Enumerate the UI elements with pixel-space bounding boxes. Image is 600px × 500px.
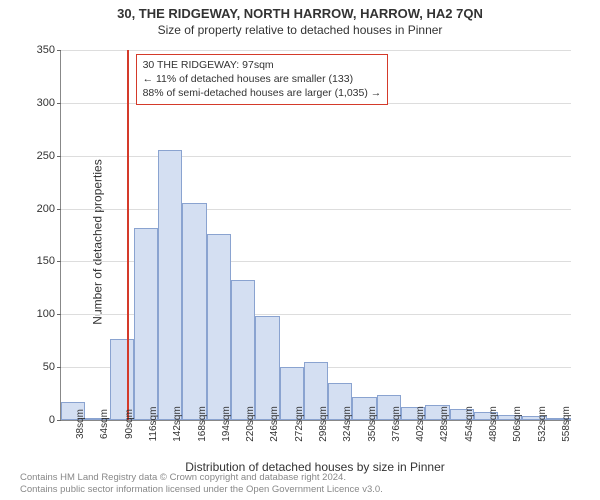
histogram-bar <box>110 339 134 420</box>
ytick-label: 200 <box>15 203 55 215</box>
xtick-label: 38sqm <box>75 409 86 439</box>
xtick-label: 116sqm <box>148 407 159 442</box>
gridline <box>61 209 571 210</box>
xtick-label: 480sqm <box>488 406 499 442</box>
ytick-label: 350 <box>15 44 55 56</box>
footer-line: Contains HM Land Registry data © Crown c… <box>20 472 383 484</box>
xtick-label: 142sqm <box>172 406 183 442</box>
ytick-label: 300 <box>15 97 55 109</box>
reference-line <box>127 50 129 420</box>
histogram-bar <box>231 280 255 420</box>
xtick-label: 376sqm <box>391 406 402 442</box>
chart-title-main: 30, THE RIDGEWAY, NORTH HARROW, HARROW, … <box>0 0 600 21</box>
ytick-label: 250 <box>15 150 55 162</box>
histogram-bar <box>255 316 279 420</box>
ytick-mark <box>57 261 61 262</box>
xtick-label: 220sqm <box>245 406 256 442</box>
xtick-label: 194sqm <box>221 406 232 442</box>
gridline <box>61 50 571 51</box>
histogram-bar <box>182 203 206 420</box>
footer-attribution: Contains HM Land Registry data © Crown c… <box>20 472 383 496</box>
histogram-bar <box>158 150 182 420</box>
ytick-mark <box>57 367 61 368</box>
ytick-mark <box>57 156 61 157</box>
footer-line: Contains public sector information licen… <box>20 484 383 496</box>
plot-region <box>60 50 571 421</box>
xtick-label: 246sqm <box>269 406 280 442</box>
xtick-label: 64sqm <box>99 409 110 439</box>
ytick-mark <box>57 314 61 315</box>
annotation-line: 30 THE RIDGEWAY: 97sqm <box>143 58 382 72</box>
ytick-mark <box>57 103 61 104</box>
ytick-label: 50 <box>15 361 55 373</box>
xtick-label: 454sqm <box>464 406 475 442</box>
xtick-label: 558sqm <box>561 406 572 442</box>
ytick-label: 0 <box>15 414 55 426</box>
xtick-label: 168sqm <box>197 406 208 442</box>
ytick-mark <box>57 50 61 51</box>
xtick-label: 428sqm <box>439 406 450 442</box>
histogram-bar <box>207 234 231 420</box>
xtick-label: 90sqm <box>124 409 135 439</box>
histogram-bar <box>134 228 158 420</box>
xtick-label: 298sqm <box>318 406 329 442</box>
ytick-mark <box>57 209 61 210</box>
xtick-label: 506sqm <box>512 406 523 442</box>
xtick-label: 532sqm <box>537 406 548 442</box>
xtick-label: 272sqm <box>294 406 305 442</box>
xtick-label: 350sqm <box>367 406 378 442</box>
annotation-line: ← 11% of detached houses are smaller (13… <box>143 72 382 86</box>
ytick-label: 150 <box>15 255 55 267</box>
annotation-box: 30 THE RIDGEWAY: 97sqm ← 11% of detached… <box>136 54 389 105</box>
gridline <box>61 156 571 157</box>
chart-title-sub: Size of property relative to detached ho… <box>0 21 600 37</box>
chart-area: Number of detached properties Distributi… <box>60 50 570 420</box>
xtick-label: 324sqm <box>342 406 353 442</box>
ytick-mark <box>57 420 61 421</box>
annotation-line: 88% of semi-detached houses are larger (… <box>143 86 382 100</box>
xtick-label: 402sqm <box>415 406 426 442</box>
ytick-label: 100 <box>15 308 55 320</box>
